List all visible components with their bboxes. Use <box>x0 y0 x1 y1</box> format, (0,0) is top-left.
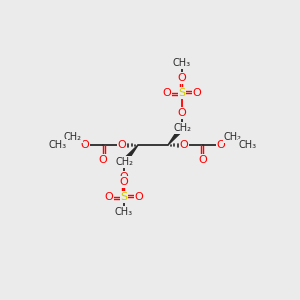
Polygon shape <box>122 145 138 164</box>
Text: O: O <box>199 155 207 165</box>
Text: O: O <box>120 172 128 182</box>
Text: O: O <box>178 73 186 83</box>
Text: O: O <box>180 140 188 150</box>
Text: O: O <box>99 155 107 165</box>
Text: CH₂: CH₂ <box>224 132 242 142</box>
Text: S: S <box>178 88 186 98</box>
Text: O: O <box>105 192 113 202</box>
Text: CH₃: CH₃ <box>239 140 257 150</box>
Text: O: O <box>135 192 143 202</box>
Text: CH₂: CH₂ <box>64 132 82 142</box>
Text: CH₂: CH₂ <box>115 157 133 167</box>
Text: O: O <box>118 140 126 150</box>
Text: CH₃: CH₃ <box>115 207 133 217</box>
Text: O: O <box>178 108 186 118</box>
Text: O: O <box>163 88 171 98</box>
Text: O: O <box>193 88 201 98</box>
Text: CH₃: CH₃ <box>173 58 191 68</box>
Text: S: S <box>120 192 128 202</box>
Text: O: O <box>217 140 225 150</box>
Text: O: O <box>120 177 128 187</box>
Text: CH₃: CH₃ <box>49 140 67 150</box>
Polygon shape <box>168 126 184 145</box>
Text: O: O <box>81 140 89 150</box>
Text: CH₂: CH₂ <box>173 123 191 133</box>
